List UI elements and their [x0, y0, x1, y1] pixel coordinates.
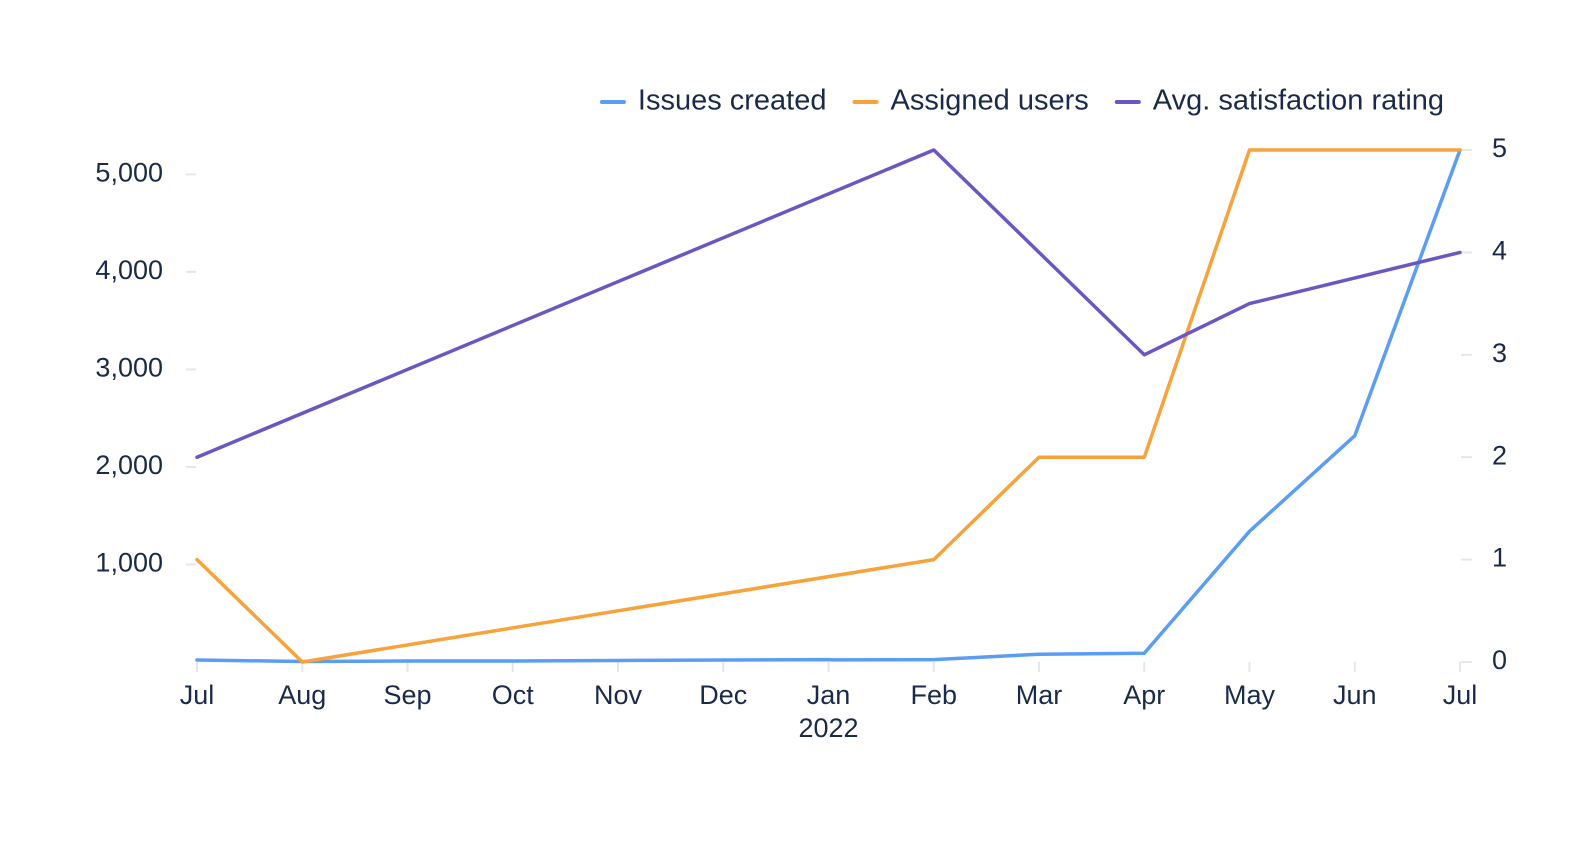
left-axis-tick-label: 4,000 — [95, 255, 163, 285]
x-axis: Jul Aug Sep Oct Nov Dec Jan Feb Mar Apr May Jun Jul 2… — [180, 662, 1478, 743]
legend-label: Assigned users — [891, 85, 1089, 117]
right-axis-tick-label: 3 — [1492, 338, 1507, 368]
left-axis-tick-label: 1,000 — [95, 548, 163, 578]
x-axis-tick-label: Nov — [594, 680, 643, 710]
left-axis-tick-label: 5,000 — [95, 158, 163, 188]
legend: Issues created Assigned users Avg. satisfa… — [599, 85, 1444, 117]
series-lines — [195, 148, 1462, 664]
x-axis-tick-label: Apr — [1123, 680, 1165, 710]
series-line-issues-created — [195, 148, 1462, 664]
right-axis-tick-label: 4 — [1492, 236, 1507, 266]
left-axis-tick-label: 2,000 — [95, 450, 163, 480]
x-axis-tick-label: Jan — [807, 680, 851, 710]
x-axis-tick-label: Dec — [699, 680, 747, 710]
legend-label: Avg. satisfaction rating — [1153, 85, 1444, 117]
x-axis-tick-label: Jul — [180, 680, 215, 710]
x-axis-tick-label: Mar — [1016, 680, 1063, 710]
left-axis-tick-label: 3,000 — [95, 353, 163, 383]
left-y-axis: 1,000 2,000 3,000 4,000 5,000 — [95, 158, 196, 578]
x-axis-tick-label: Jun — [1333, 680, 1377, 710]
x-axis-tick-label: May — [1224, 680, 1276, 710]
right-axis-tick-label: 5 — [1492, 133, 1507, 163]
x-axis-tick-label: Sep — [383, 680, 431, 710]
legend-item: Assigned users — [852, 85, 1089, 117]
right-axis-tick-label: 0 — [1492, 645, 1507, 675]
x-axis-year-label: 2022 — [798, 713, 858, 743]
x-axis-tick-label: Oct — [492, 680, 535, 710]
legend-label: Issues created — [638, 85, 827, 117]
x-axis-tick-label: Aug — [278, 680, 326, 710]
series-line-avg-satisfaction-rating — [195, 148, 1462, 459]
legend-item: Issues created — [599, 85, 827, 117]
right-y-axis: 0 1 2 3 4 5 — [1461, 133, 1507, 675]
x-axis-tick-label: Jul — [1443, 680, 1478, 710]
series-line-assigned-users — [195, 148, 1462, 664]
legend-item: Avg. satisfaction rating — [1114, 85, 1444, 117]
right-axis-tick-label: 1 — [1492, 543, 1507, 573]
right-axis-tick-label: 2 — [1492, 440, 1507, 470]
x-axis-tick-label: Feb — [910, 680, 957, 710]
